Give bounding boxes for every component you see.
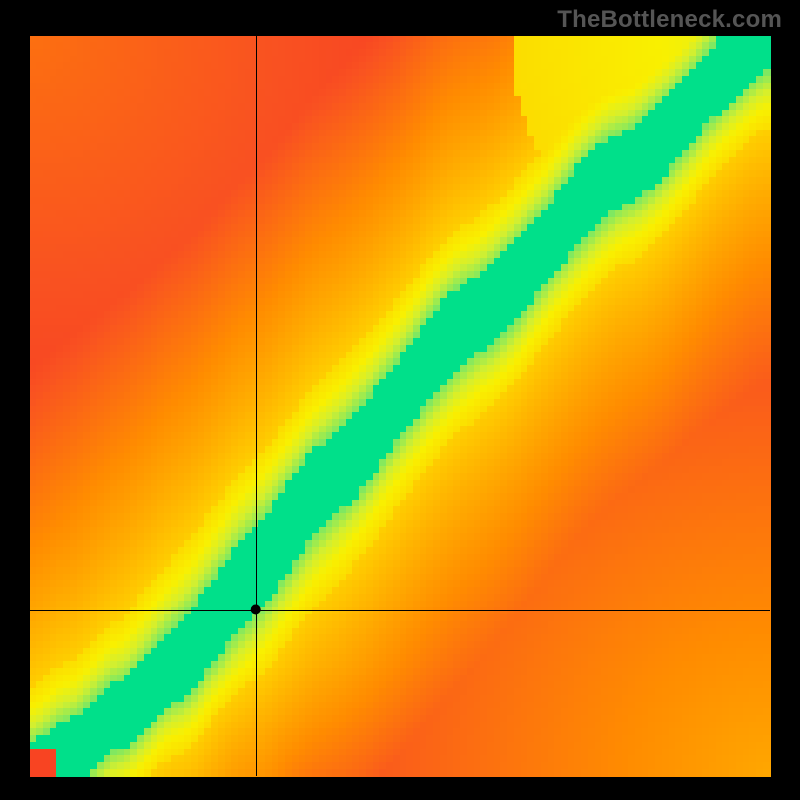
bottleneck-heatmap-canvas xyxy=(0,0,800,800)
watermark-label: TheBottleneck.com xyxy=(557,6,782,34)
